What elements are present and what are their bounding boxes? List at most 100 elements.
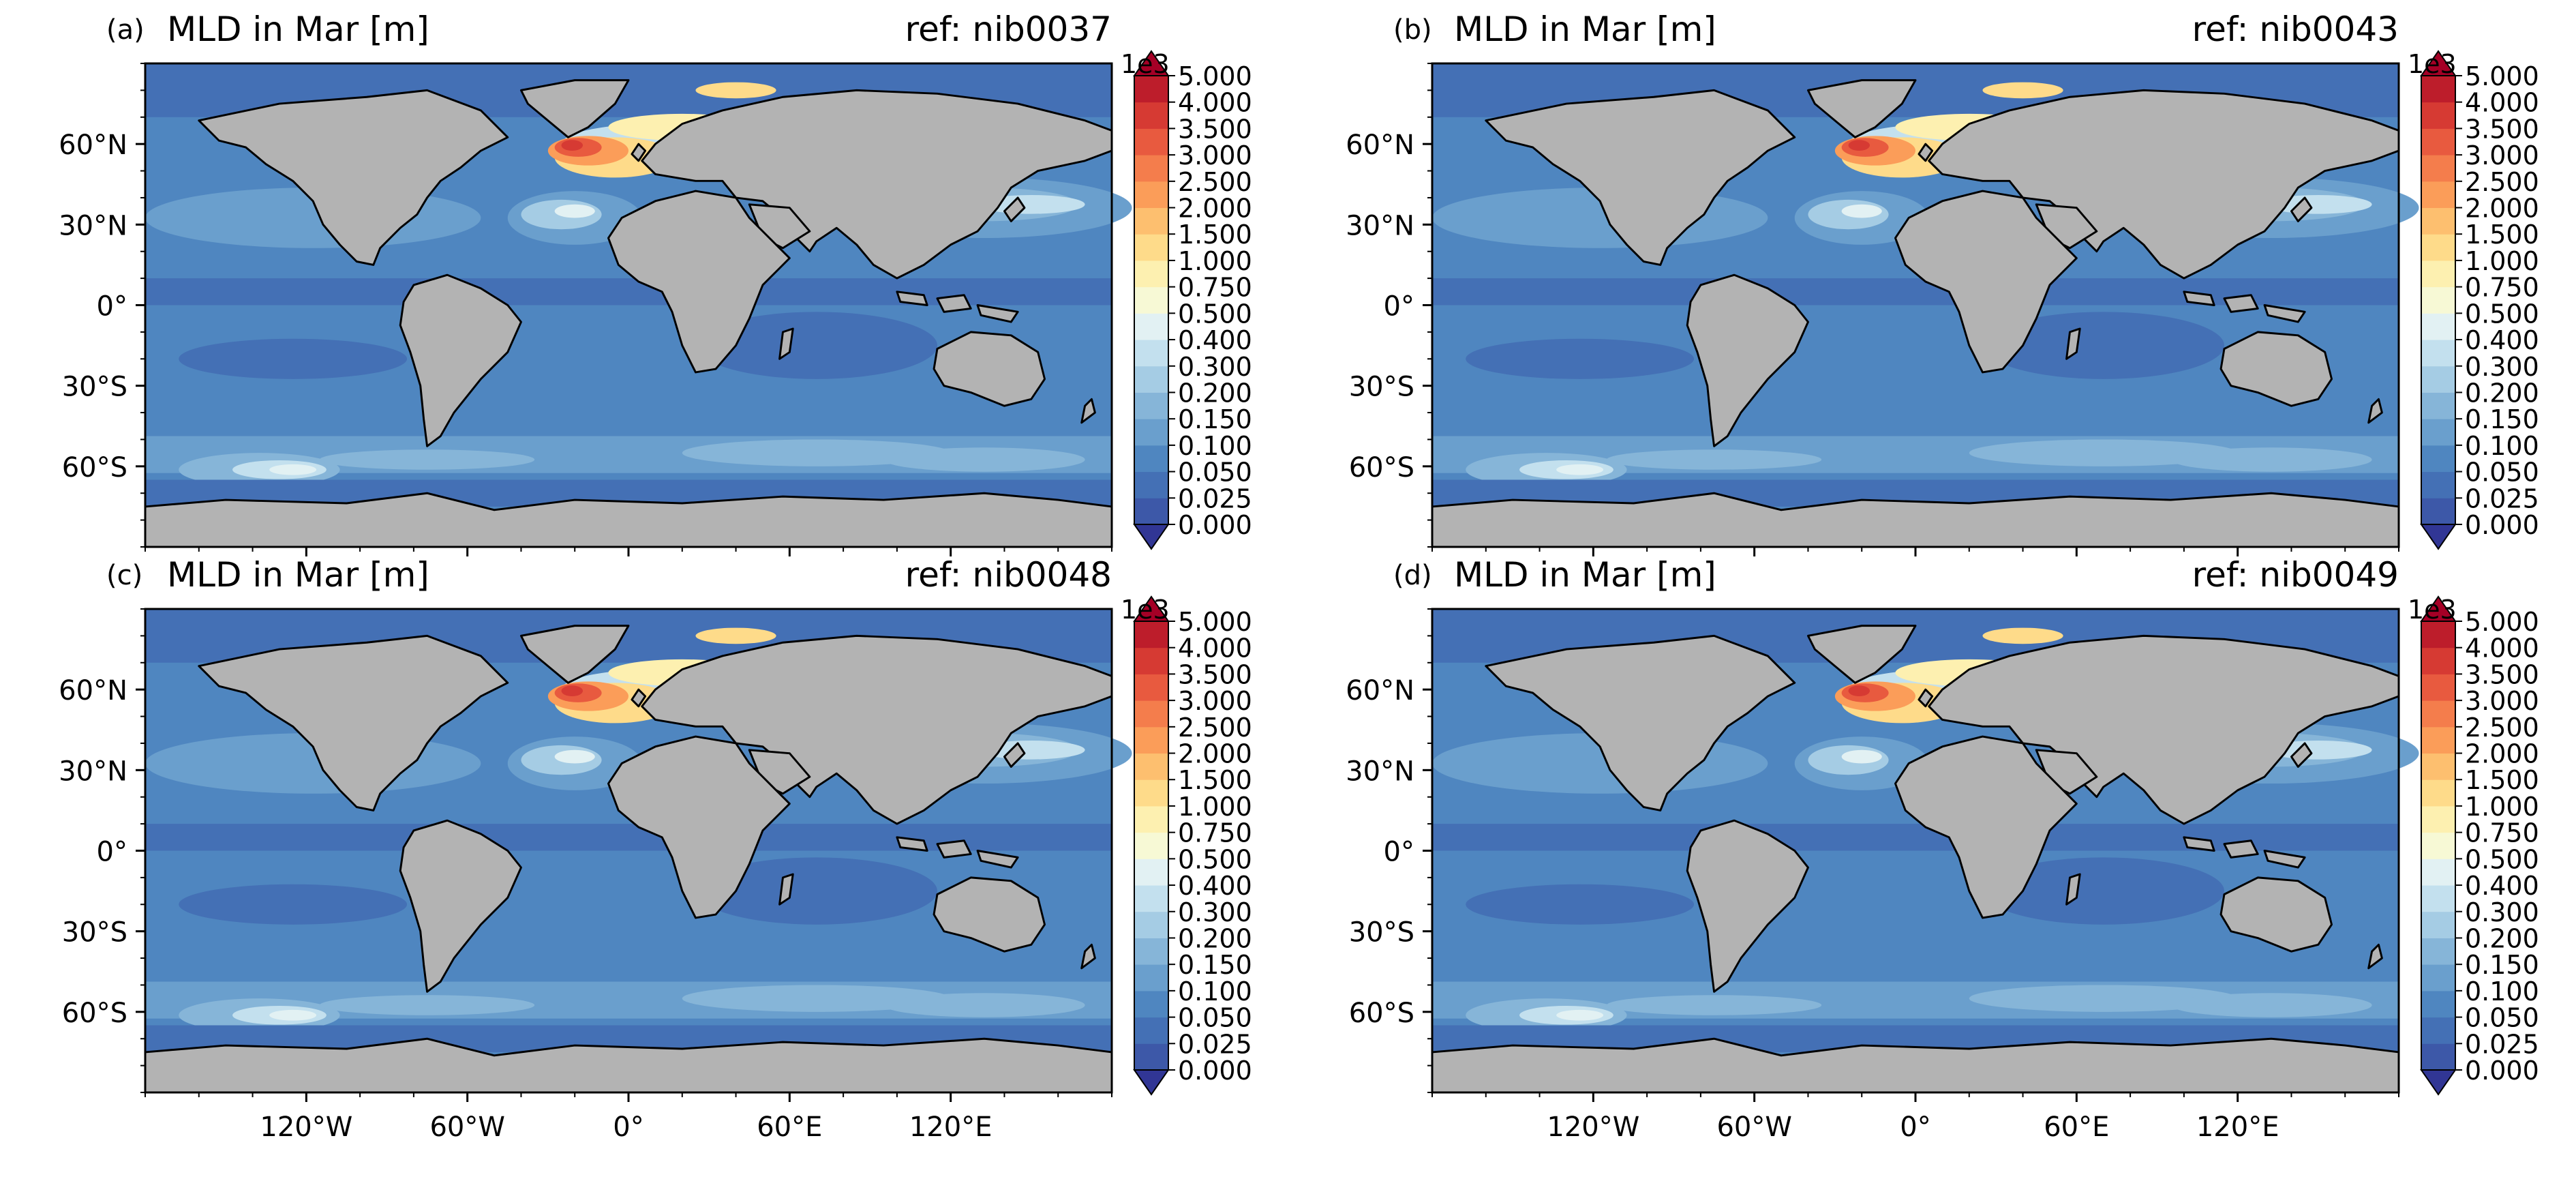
colorbar-segment — [1134, 155, 1168, 182]
colorbar-label: 3.000 — [2465, 686, 2539, 716]
colorbar-label: 0.200 — [1178, 378, 1252, 408]
colorbar-label: 0.100 — [2465, 431, 2539, 461]
colorbar-segment — [1134, 753, 1168, 780]
colorbar: 0.0000.0250.0500.1000.1500.2000.3000.400… — [2408, 49, 2539, 550]
colorbar-label: 1.500 — [1178, 765, 1252, 795]
mld-map — [144, 608, 1134, 1094]
colorbar-segment — [2421, 621, 2455, 649]
colorbar-segment — [2421, 128, 2455, 155]
colorbar-segment — [1134, 990, 1168, 1018]
panel-ref: ref: nib0043 — [2192, 10, 2399, 49]
lat-label: 0° — [1384, 837, 1414, 868]
colorbar-label: 0.400 — [2465, 871, 2539, 901]
colorbar-label: 4.000 — [1178, 634, 1252, 664]
colorbar-segment — [1134, 207, 1168, 235]
colorbar-segment — [1134, 102, 1168, 129]
colorbar: 0.0000.0250.0500.1000.1500.2000.3000.400… — [1121, 49, 1252, 550]
colorbar-label: 1.000 — [2465, 792, 2539, 822]
colorbar-label: 0.400 — [1178, 871, 1252, 901]
colorbar-label: 0.500 — [1178, 299, 1252, 329]
colorbar-label: 1.000 — [1178, 246, 1252, 276]
colorbar-label: 0.000 — [1178, 510, 1252, 540]
colorbar-segment — [1134, 234, 1168, 261]
colorbar-label: 0.400 — [2465, 325, 2539, 355]
colorbar-segment — [2421, 1043, 2455, 1071]
colorbar-label: 2.000 — [2465, 739, 2539, 769]
colorbar-label: 3.500 — [2465, 114, 2539, 144]
panel-letter: (b) — [1393, 14, 1432, 46]
colorbar-segment — [2421, 181, 2455, 209]
colorbar-label: 0.500 — [2465, 299, 2539, 329]
colorbar-segment — [2421, 155, 2455, 182]
colorbar-label: 0.150 — [1178, 950, 1252, 980]
colorbar-segment — [2421, 647, 2455, 674]
lat-label: 60°N — [59, 130, 127, 161]
lat-label: 60°S — [1349, 998, 1414, 1029]
colorbar-label: 0.100 — [1178, 431, 1252, 461]
lat-label: 30°N — [59, 210, 127, 241]
colorbar-label: 0.050 — [2465, 1003, 2539, 1033]
panel-ref: ref: nib0049 — [2192, 555, 2399, 595]
colorbar-segment — [2421, 366, 2455, 393]
mld-map — [1431, 608, 2421, 1094]
colorbar-label: 0.300 — [1178, 897, 1252, 927]
lat-label: 0° — [97, 291, 127, 323]
colorbar-label: 0.150 — [2465, 950, 2539, 980]
colorbar-label: 3.500 — [1178, 114, 1252, 144]
colorbar-label: 0.150 — [1178, 404, 1252, 434]
colorbar-label: 0.750 — [2465, 273, 2539, 303]
colorbar-label: 4.000 — [2465, 88, 2539, 118]
colorbar-label: 2.000 — [1178, 194, 1252, 224]
colorbar-label: 3.000 — [1178, 686, 1252, 716]
colorbar-segment — [2421, 779, 2455, 807]
colorbar-label: 0.500 — [2465, 844, 2539, 874]
colorbar-segment — [2421, 726, 2455, 754]
lon-label: 60°W — [1716, 1112, 1791, 1143]
colorbar-multiplier: 1e3 — [2408, 595, 2457, 625]
colorbar-label: 1.000 — [2465, 246, 2539, 276]
colorbar-label: 0.025 — [1178, 483, 1252, 513]
lon-label: 0° — [1900, 1112, 1930, 1143]
colorbar: 0.0000.0250.0500.1000.1500.2000.3000.400… — [2408, 595, 2539, 1096]
lon-label: 120°E — [909, 1112, 992, 1143]
colorbar-label: 0.050 — [2465, 458, 2539, 488]
colorbar-label: 1.000 — [1178, 792, 1252, 822]
colorbar-label: 0.200 — [2465, 378, 2539, 408]
colorbar-label: 0.050 — [1178, 1003, 1252, 1033]
colorbar-segment — [2421, 990, 2455, 1018]
colorbar-label: 0.150 — [2465, 404, 2539, 434]
lon-label: 60°E — [2044, 1112, 2109, 1143]
colorbar-multiplier: 1e3 — [1121, 595, 1170, 625]
panel-title: MLD in Mar [m] — [1454, 10, 1716, 49]
colorbar-segment — [1134, 621, 1168, 649]
panel-letter: (a) — [106, 14, 145, 46]
panels-layer: (a) MLD in Mar [m] ref: nib0037 60°N 30°N 0° 3… — [59, 10, 2539, 1143]
colorbar-segment — [2421, 674, 2455, 701]
colorbar-frame — [1134, 621, 1169, 1071]
colorbar-segment — [2421, 419, 2455, 446]
colorbar-segment — [2421, 498, 2455, 525]
lon-label: 120°W — [260, 1112, 352, 1143]
colorbar-label: 2.000 — [2465, 194, 2539, 224]
colorbar-label: 0.025 — [2465, 1029, 2539, 1059]
colorbar-label: 0.000 — [1178, 1056, 1252, 1086]
mld-map — [1431, 62, 2421, 548]
colorbar-label: 1.500 — [1178, 220, 1252, 250]
panel-title: MLD in Mar [m] — [1454, 555, 1716, 595]
colorbar-label: 2.000 — [1178, 739, 1252, 769]
colorbar-segment — [1134, 779, 1168, 807]
colorbar-segment — [1134, 885, 1168, 912]
colorbar-segment — [2421, 938, 2455, 965]
colorbar-label: 2.500 — [2465, 713, 2539, 743]
colorbar: 0.0000.0250.0500.1000.1500.2000.3000.400… — [1121, 595, 1252, 1096]
colorbar-label: 0.300 — [1178, 352, 1252, 382]
colorbar-segment — [1134, 964, 1168, 992]
lat-label: 30°N — [1346, 210, 1414, 241]
lat-label: 30°S — [62, 372, 127, 403]
colorbar-segment — [2421, 911, 2455, 938]
colorbar-label: 0.000 — [2465, 1056, 2539, 1086]
colorbar-segment — [2421, 1017, 2455, 1044]
lat-label: 60°N — [59, 675, 127, 706]
lon-label: 120°W — [1547, 1112, 1639, 1143]
colorbar-label: 0.500 — [1178, 844, 1252, 874]
